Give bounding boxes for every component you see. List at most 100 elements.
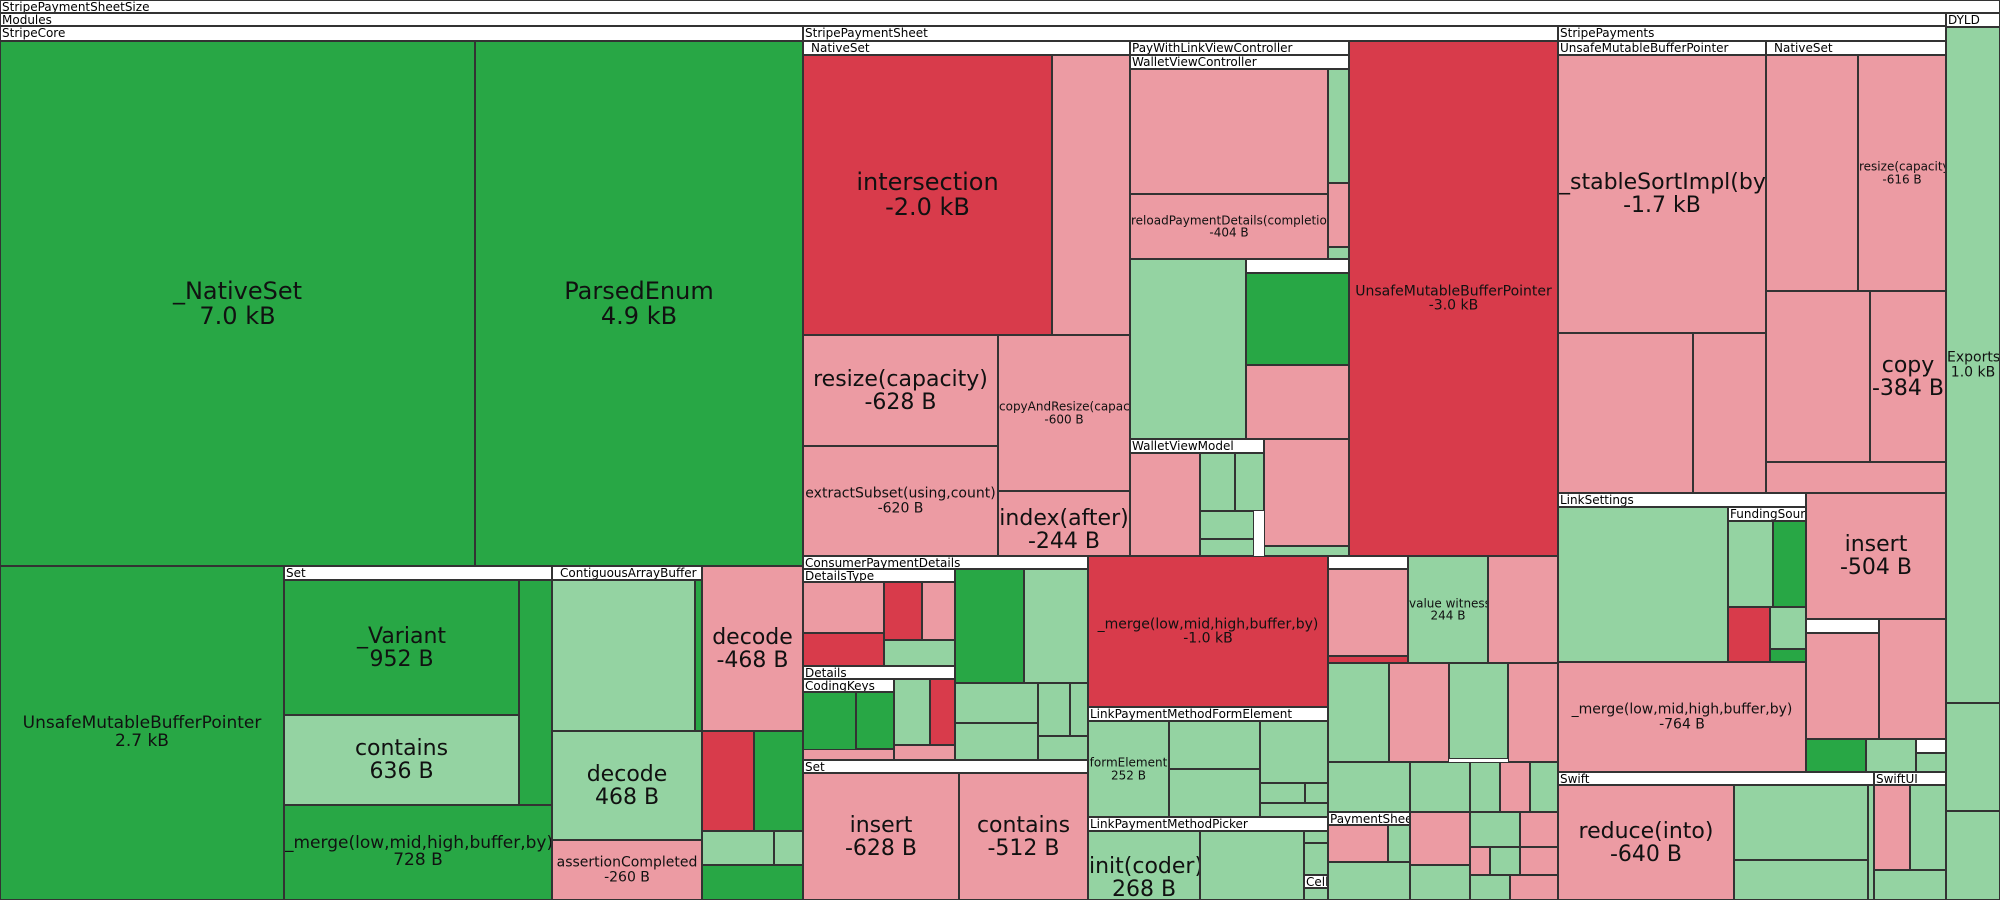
node-payments-merge[interactable]: _merge(low,mid,high,buffer,by) -764 B: [1558, 662, 1806, 772]
node-sheet-cpd-g2[interactable]: [1024, 569, 1088, 683]
node-payments-fs-g1[interactable]: [1728, 521, 1773, 607]
node-sheet-cpd-g4[interactable]: [1038, 683, 1070, 736]
node-sheet-wallet-g1[interactable]: [1328, 69, 1349, 183]
node-sheet-lpmp-g2[interactable]: [1304, 831, 1328, 843]
header-coding-keys[interactable]: CodingKeys: [803, 679, 894, 692]
node-core-green-block[interactable]: [754, 731, 803, 831]
node-core-decode-buffer[interactable]: decode 468 B: [552, 731, 702, 840]
node-sheet-ps-r1[interactable]: [1328, 825, 1388, 862]
node-sheet-wallet-r2[interactable]: [1246, 365, 1349, 439]
node-sheet-index-after[interactable]: index(after) -244 B: [998, 491, 1130, 556]
header-stripe-payment-sheet[interactable]: StripePaymentSheet: [803, 26, 1558, 41]
node-sheet-dt-r2[interactable]: [884, 582, 922, 640]
node-core-variant[interactable]: _Variant 952 B: [284, 580, 519, 715]
node-sheet-wvm-g1[interactable]: [1200, 453, 1235, 511]
node-sheet-lpmp-g3[interactable]: [1304, 843, 1328, 875]
header-link-settings[interactable]: LinkSettings: [1558, 493, 1806, 507]
header-payments-native-set[interactable]: _NativeSet: [1766, 41, 1946, 55]
node-sheet-sm-g5[interactable]: [1470, 762, 1500, 812]
node-core-set-misc[interactable]: [519, 580, 552, 805]
node-payments-fs-r1[interactable]: [1728, 607, 1770, 662]
node-sheet-merge[interactable]: _merge(low,mid,high,buffer,by) -1.0 kB: [1088, 556, 1328, 707]
node-sheet-lpmfe-g4[interactable]: [1260, 783, 1305, 803]
node-sheet-sm-r8[interactable]: [1520, 812, 1558, 847]
node-sheet-sm-r3[interactable]: [1488, 556, 1558, 663]
node-sheet-native-set-block[interactable]: [1052, 55, 1130, 335]
node-payments-stable-sort[interactable]: _stableSortImpl(by) -1.7 kB: [1558, 55, 1766, 333]
node-sheet-det-g1[interactable]: [894, 679, 930, 745]
node-payments-fs-g3[interactable]: [1770, 607, 1806, 649]
header-wallet-view-model[interactable]: WalletViewModel: [1130, 439, 1264, 453]
header-modules[interactable]: Modules: [0, 13, 1946, 26]
node-core-small-2[interactable]: [774, 831, 803, 865]
node-sheet-extract-subset[interactable]: extractSubset(using,count) -620 B: [803, 446, 998, 556]
node-payments-reduce-into[interactable]: reduce(into) -640 B: [1558, 785, 1734, 900]
header-sheet-native-set[interactable]: _NativeSet: [803, 41, 1130, 55]
node-sheet-det-r2[interactable]: [894, 745, 955, 760]
node-sheet-sm-g7[interactable]: [1410, 865, 1470, 900]
node-sheet-copy-and-resize[interactable]: copyAndResize(capacity)-600 B: [998, 335, 1130, 491]
node-payments-sm-g3[interactable]: [1916, 753, 1946, 772]
header-funding-source[interactable]: FundingSource: [1728, 507, 1806, 521]
node-payments-swift-g3[interactable]: [1734, 860, 1868, 900]
node-sheet-sm-r9[interactable]: [1470, 847, 1490, 875]
header-swift[interactable]: Swift: [1558, 772, 1874, 785]
node-core-parsed-enum[interactable]: ParsedEnum 4.9 kB: [475, 41, 803, 566]
node-sheet-dt-g1[interactable]: [884, 640, 955, 666]
header-payment-sheet[interactable]: PaymentSheet: [1328, 812, 1410, 825]
header-payments-unsafe-mutable-buffer-pointer[interactable]: UnsafeMutableBufferPointer: [1558, 41, 1766, 55]
node-payments-ns-r1[interactable]: [1766, 55, 1858, 291]
header-link-payment-method-form-element[interactable]: LinkPaymentMethodFormElement: [1088, 707, 1328, 721]
node-payments-umbp-r1[interactable]: [1558, 333, 1693, 493]
node-payments-ns-r3[interactable]: [1766, 462, 1946, 493]
node-sheet-lpmfe-g2[interactable]: [1260, 721, 1328, 783]
header-link-payment-method-picker[interactable]: LinkPaymentMethodPicker: [1088, 817, 1328, 831]
node-sheet-lpmfe-g3[interactable]: [1169, 769, 1260, 817]
node-core-buffer-sliver[interactable]: [695, 580, 702, 731]
node-sheet-lpmfe-g5[interactable]: [1305, 783, 1328, 803]
node-sheet-wallet-g4[interactable]: [1246, 273, 1349, 365]
node-sheet-ck-r1[interactable]: [803, 749, 894, 760]
node-payments-sm-gap2[interactable]: [1916, 739, 1946, 753]
header-core-contiguous-array-buffer[interactable]: _ContiguousArrayBuffer: [552, 566, 702, 580]
header-cell[interactable]: Cell: [1304, 875, 1328, 888]
node-sheet-wvm-g3[interactable]: [1200, 511, 1254, 539]
node-sheet-wvm-g2[interactable]: [1235, 453, 1264, 511]
node-sheet-sm-r10[interactable]: [1520, 847, 1558, 875]
node-sheet-intersection[interactable]: intersection -2.0 kB: [803, 55, 1052, 335]
node-sheet-cpd-g7[interactable]: [1038, 736, 1088, 760]
node-sheet-sm-g4[interactable]: [1410, 762, 1470, 812]
node-payments-sm-gap[interactable]: [1806, 619, 1879, 633]
node-sheet-value-witness[interactable]: value witness 244 B: [1408, 556, 1488, 663]
node-payments-ns-r2[interactable]: [1766, 291, 1870, 462]
node-sheet-sm-r4[interactable]: [1389, 663, 1449, 762]
node-core-unsafe-mutable-buffer-pointer[interactable]: UnsafeMutableBufferPointer 2.7 kB: [0, 566, 284, 900]
node-sheet-ps-g2[interactable]: [1328, 862, 1410, 900]
node-payments-umbp-r2[interactable]: [1693, 333, 1766, 493]
node-core-contains[interactable]: contains 636 B: [284, 715, 519, 805]
node-sheet-cell-g1[interactable]: [1304, 888, 1328, 900]
node-sheet-insert[interactable]: insert -628 B: [803, 773, 959, 900]
node-sheet-sm-gap[interactable]: [1328, 556, 1408, 569]
node-sheet-wallet-g3[interactable]: [1130, 259, 1246, 439]
node-sheet-sm-r6[interactable]: [1500, 762, 1530, 812]
node-payments-sm-r1[interactable]: [1806, 633, 1879, 739]
node-payments-swiftui-g1[interactable]: [1910, 785, 1946, 870]
node-core-merge[interactable]: _merge(low,mid,high,buffer,by) 728 B: [284, 805, 552, 900]
node-core-buffer-block[interactable]: [552, 580, 695, 731]
node-sheet-wvm-g5[interactable]: [1264, 546, 1349, 556]
node-sheet-sm-g10[interactable]: [1470, 875, 1510, 900]
node-dyld-exports[interactable]: Exports 1.0 kB: [1946, 27, 2000, 703]
node-sheet-contains[interactable]: contains -512 B: [959, 773, 1088, 900]
node-sheet-reload-payment-details[interactable]: reloadPaymentDetails(completion) -404 B: [1130, 194, 1328, 259]
header-sheet-set[interactable]: Set: [803, 760, 1088, 773]
node-sheet-wallet-block[interactable]: [1130, 69, 1328, 194]
node-sheet-init-coder[interactable]: init(coder) 268 B: [1088, 831, 1200, 900]
node-sheet-det-r1[interactable]: [930, 679, 955, 745]
header-consumer-payment-details[interactable]: ConsumerPaymentDetails: [803, 556, 1088, 569]
header-stripe-payments[interactable]: StripePayments: [1558, 26, 1946, 41]
node-payments-ls-g1[interactable]: [1558, 507, 1728, 662]
node-sheet-dt-r4[interactable]: [803, 633, 884, 666]
node-sheet-dt-r3[interactable]: [922, 582, 955, 640]
node-sheet-sm-g3[interactable]: [1328, 762, 1410, 812]
